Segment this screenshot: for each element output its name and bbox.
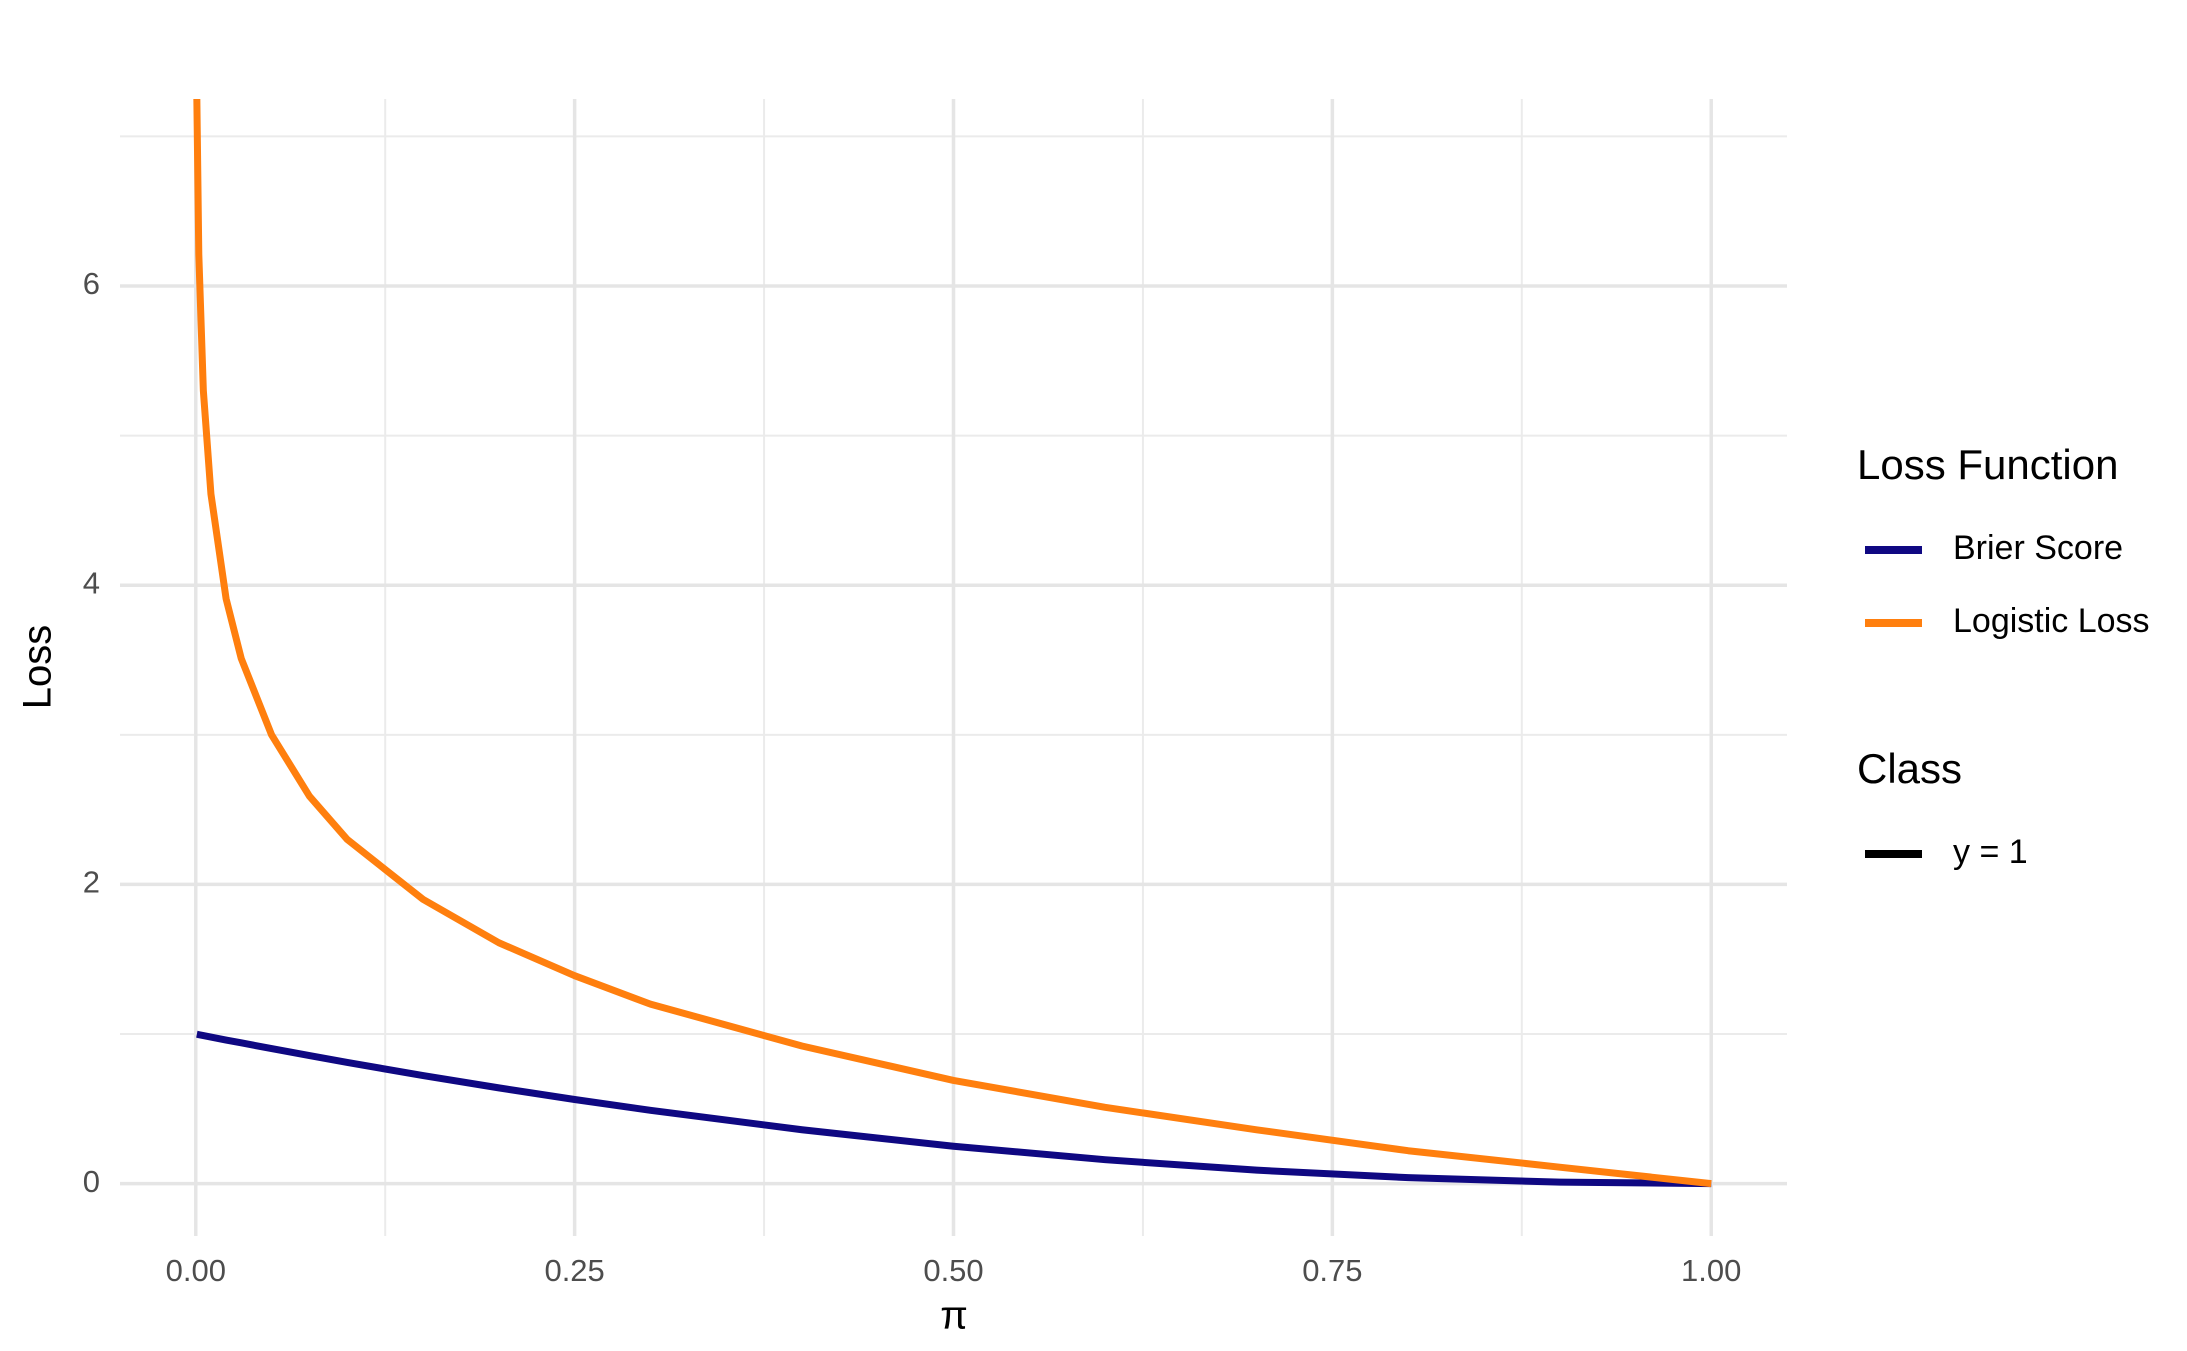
x-tick-label: 0.00 — [166, 1253, 226, 1288]
data-line — [195, 1030, 1712, 1188]
legend-title: Class — [1857, 745, 1962, 792]
y-tick-label: 4 — [83, 565, 100, 600]
x-axis-title: π — [940, 1294, 968, 1338]
y-tick-label: 6 — [83, 266, 100, 301]
legend-label: Logistic Loss — [1953, 602, 2150, 640]
y-axis-title: Loss — [16, 625, 60, 710]
legend-label: y = 1 — [1953, 833, 2028, 871]
x-tick-label: 0.25 — [544, 1253, 604, 1288]
x-tick-label: 0.50 — [923, 1253, 983, 1288]
data-line — [193, 99, 1712, 1188]
plot-area — [193, 99, 1712, 1188]
legend-label: Brier Score — [1953, 529, 2123, 567]
legend-title: Loss Function — [1857, 441, 2118, 488]
x-tick-label: 1.00 — [1681, 1253, 1741, 1288]
y-tick-label: 2 — [83, 865, 100, 900]
x-tick-label: 0.75 — [1302, 1253, 1362, 1288]
y-tick-label: 0 — [83, 1164, 100, 1199]
